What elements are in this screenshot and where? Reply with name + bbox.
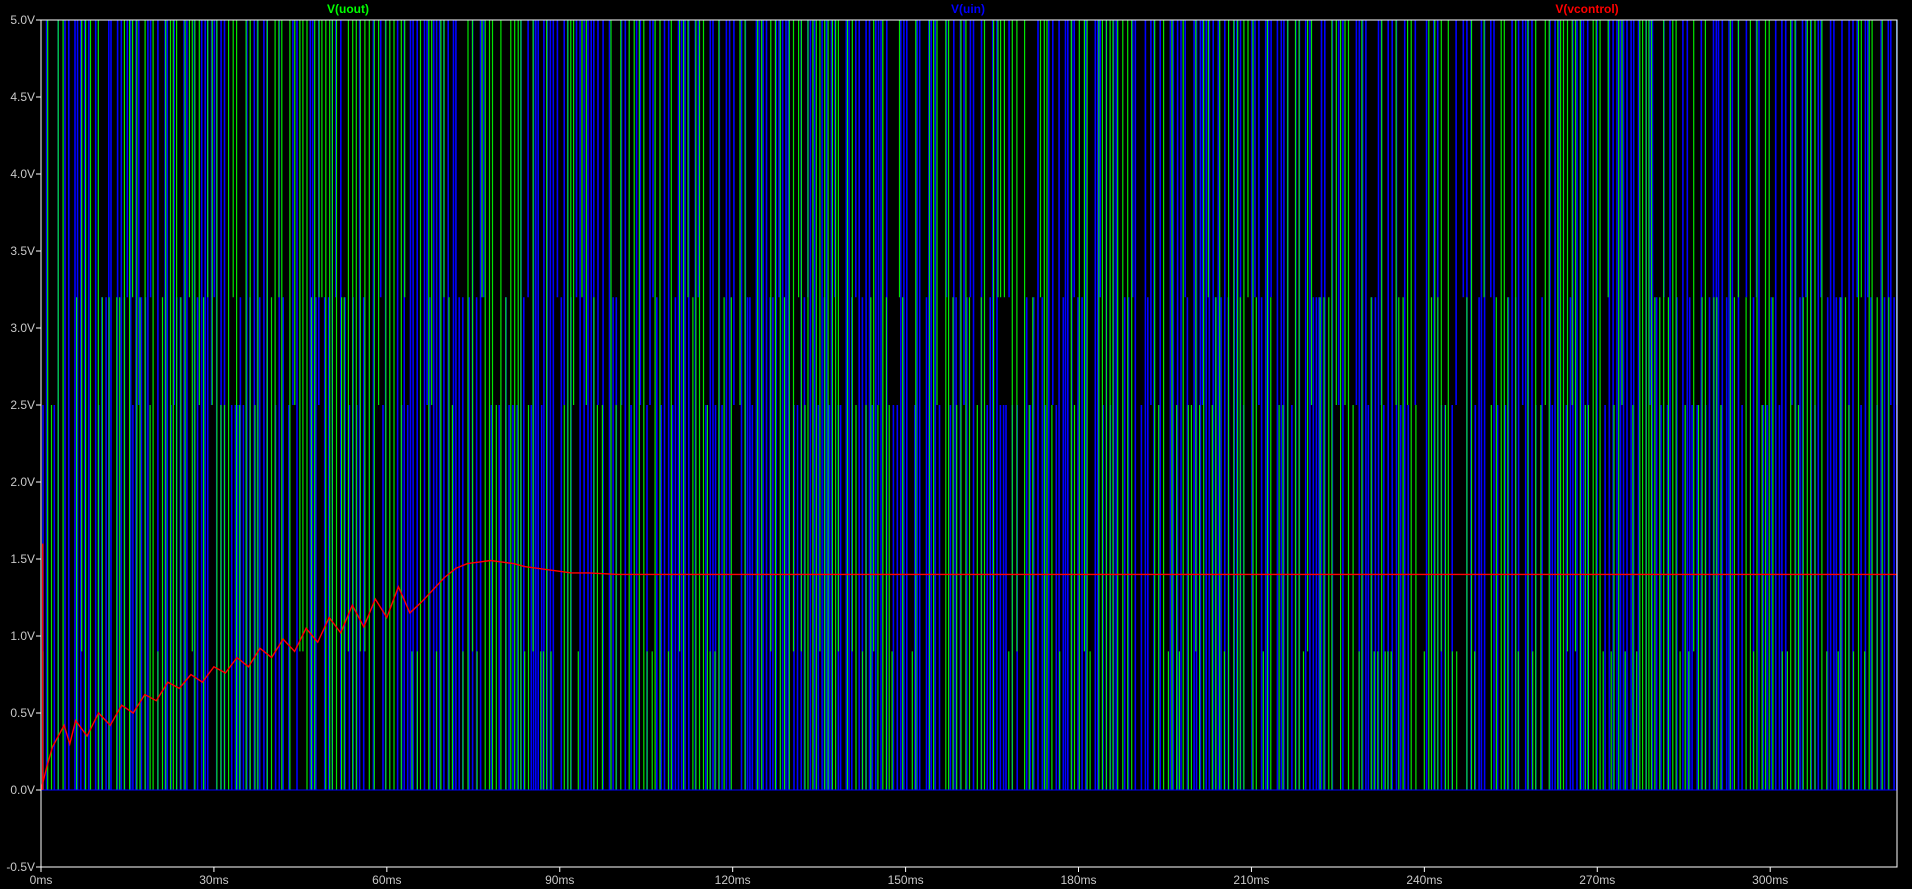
y-tick-label: 4.0V [10, 167, 35, 181]
legend-item: V(vcontrol) [1555, 2, 1618, 16]
series-vcontrol-line [40, 559, 1897, 791]
y-tick-label: 4.5V [10, 90, 35, 104]
y-tick-label: 2.5V [10, 398, 35, 412]
x-tick-label: 0ms [30, 873, 53, 887]
x-tick-label: 60ms [372, 873, 401, 887]
legend-item: V(uout) [327, 2, 369, 16]
x-tick-label: 210ms [1233, 873, 1269, 887]
legend-item: V(uin) [951, 2, 985, 16]
y-tick-label: 1.5V [10, 552, 35, 566]
y-tick-label: 3.5V [10, 244, 35, 258]
y-tick-label: 3.0V [10, 321, 35, 335]
x-tick-label: 300ms [1752, 873, 1788, 887]
x-tick-label: 240ms [1406, 873, 1442, 887]
y-tick-label: 2.0V [10, 475, 35, 489]
y-tick-label: -0.5V [6, 860, 35, 874]
y-tick-label: 5.0V [10, 13, 35, 27]
x-tick-label: 270ms [1579, 873, 1615, 887]
x-tick-label: 150ms [888, 873, 924, 887]
x-tick-label: 120ms [715, 873, 751, 887]
plot-frame [40, 19, 1898, 868]
axes-layer: -0.5V 0.0V 0.5V 1.0V 1.5V 2.0V 2.5V 3.0V 3.5V 4.0… [6, 13, 1898, 887]
x-tick-label: 90ms [545, 873, 574, 887]
legend-layer: V(uout) V(uin) V(vcontrol) [327, 2, 1619, 16]
x-tick-label: 30ms [199, 873, 228, 887]
y-tick-label: 0.0V [10, 783, 35, 797]
y-tick-label: 0.5V [10, 706, 35, 720]
x-tick-label: 180ms [1060, 873, 1096, 887]
y-tick-label: 1.0V [10, 629, 35, 643]
